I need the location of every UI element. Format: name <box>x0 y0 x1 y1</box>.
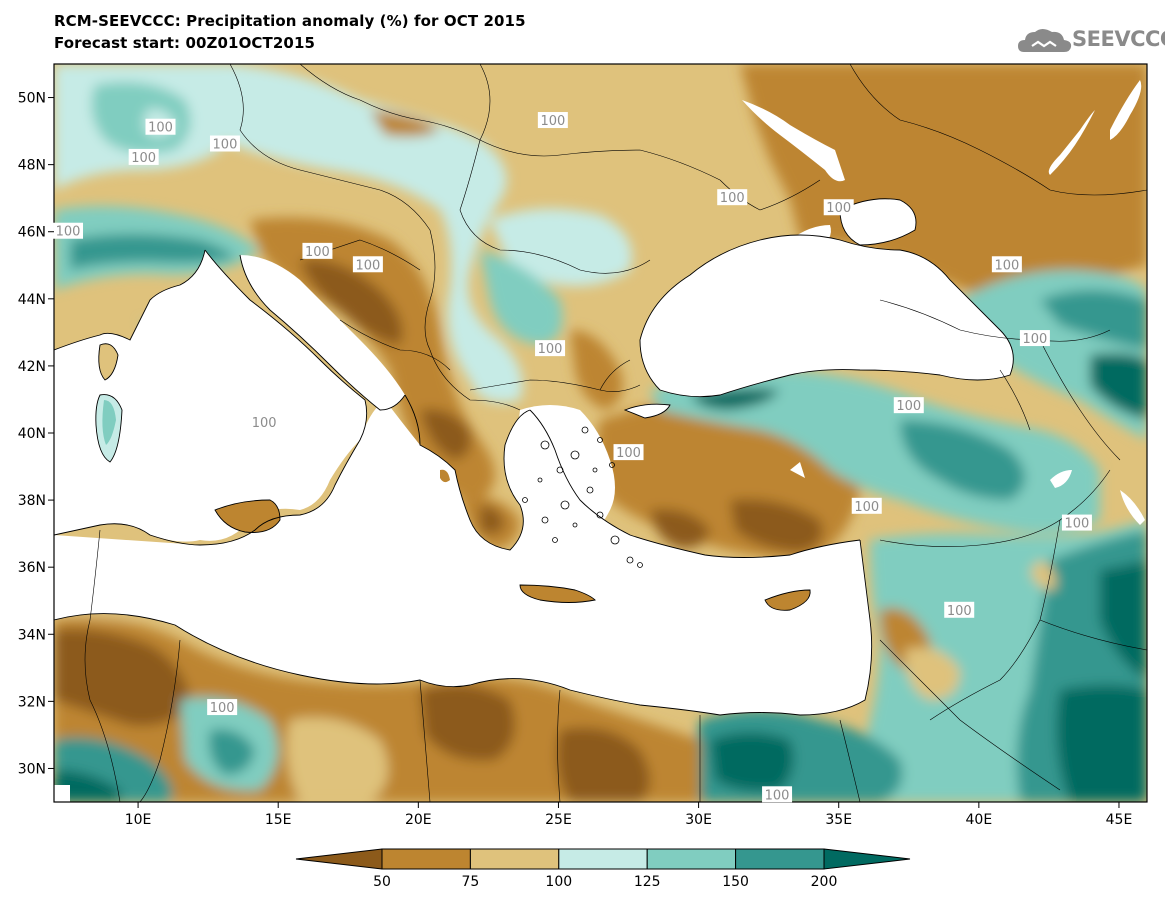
lat-tick-label: 38N <box>18 493 46 509</box>
contour-label-bg <box>823 199 854 216</box>
seevccc-logo-text: SEEVCCC <box>1072 27 1165 51</box>
contour-label-100: 100 <box>210 701 235 716</box>
contour-label-100: 100 <box>131 151 156 166</box>
coastlines <box>54 198 1014 716</box>
contour-label-bg <box>991 256 1022 273</box>
colorbar-label: 75 <box>461 874 479 890</box>
contour-label-bg <box>944 601 975 618</box>
colorbar-label: 200 <box>811 874 838 890</box>
contour-label-bg <box>145 118 176 135</box>
contour-label-100: 100 <box>538 342 563 357</box>
contour-label-100: 100 <box>765 788 790 803</box>
lon-tick-label: 25E <box>545 812 572 828</box>
colorbar-segment <box>735 848 825 870</box>
cloud-logo-icon <box>1018 29 1072 52</box>
contour-label-bg <box>535 340 566 357</box>
contour-label-100: 100 <box>252 416 277 431</box>
lat-tick-label: 40N <box>18 426 46 442</box>
islands <box>95 343 811 611</box>
lon-tick-label: 45E <box>1106 812 1133 828</box>
lat-tick-label: 44N <box>18 292 46 308</box>
lat-tick-label: 48N <box>18 158 46 174</box>
lat-tick-label: 46N <box>18 225 46 241</box>
contour-label-100: 100 <box>213 138 238 153</box>
contour-label-100: 100 <box>56 225 81 240</box>
contour-label-bg <box>53 222 84 239</box>
contour-label-100: 100 <box>540 114 565 129</box>
contour-label-100: 100 <box>616 446 641 461</box>
contour-label-bg <box>207 699 238 716</box>
contour-label-bg <box>352 256 383 273</box>
lat-tick-label: 34N <box>18 627 46 643</box>
contour-label-100: 100 <box>1065 517 1090 532</box>
contour-label-100: 100 <box>148 121 173 136</box>
contour-label-100: 100 <box>896 399 921 414</box>
contour-label-100: 100 <box>305 245 330 260</box>
contour-label-bg <box>1019 330 1050 347</box>
contour-label-bg <box>537 112 568 129</box>
contour-label-100: 100 <box>994 258 1019 273</box>
aegean-islands <box>522 426 643 568</box>
colorbar-segment <box>469 848 560 870</box>
colorbar-segment <box>381 848 471 870</box>
contour-label-100: 100 <box>947 604 972 619</box>
contour-label-bg <box>613 444 644 461</box>
contour-label-100: 100 <box>1022 332 1047 347</box>
contour-label-100: 100 <box>355 258 380 273</box>
map-title: RCM-SEEVCCC: Precipitation anomaly (%) f… <box>54 12 526 30</box>
contour-label-bg <box>1061 514 1092 531</box>
contour-label-bg <box>302 242 333 259</box>
contour-labels: 100 100 100 100 100 100 100 100 100 100 100 100 100 1… <box>53 112 1092 803</box>
lat-tick-label: 30N <box>18 761 46 777</box>
colorbar: 50 75 100 125 150 200 <box>295 848 911 890</box>
colorbar-low-arrow <box>295 848 383 870</box>
lat-tick-label: 36N <box>18 560 46 576</box>
lon-tick-label: 20E <box>405 812 432 828</box>
contour-label-100: 100 <box>826 201 851 216</box>
latitude-axis: 50N 48N 46N 44N 42N 40N 38N 36N 34N 32N 30N <box>18 91 54 777</box>
lat-tick-label: 32N <box>18 694 46 710</box>
colorbar-label: 50 <box>373 874 391 890</box>
lon-tick-label: 30E <box>685 812 712 828</box>
colorbar-label: 100 <box>545 874 572 890</box>
lat-tick-label: 50N <box>18 91 46 107</box>
contour-label-bg <box>717 189 748 206</box>
colorbar-label: 150 <box>722 874 749 890</box>
sea-mask <box>54 80 1145 802</box>
contour-label-bg <box>893 397 924 414</box>
colorbar-label: 125 <box>634 874 661 890</box>
country-borders <box>84 64 1147 802</box>
lat-tick-label: 42N <box>18 359 46 375</box>
longitude-axis: 10E 15E 20E 25E 30E 35E 40E 45E <box>125 802 1133 828</box>
map-subtitle: Forecast start: 00Z01OCT2015 <box>54 34 316 52</box>
colorbar-high-arrow <box>823 848 911 870</box>
contour-label-bg <box>762 786 793 803</box>
contour-label-100: 100 <box>720 191 745 206</box>
lon-tick-label: 15E <box>265 812 292 828</box>
lon-tick-label: 10E <box>125 812 152 828</box>
lon-tick-label: 35E <box>825 812 852 828</box>
contour-label-100: 100 <box>854 500 879 515</box>
colorbar-segment <box>558 848 648 870</box>
contour-label-bg <box>249 413 280 430</box>
contour-label-bg <box>851 497 882 514</box>
contour-label-bg <box>209 135 240 152</box>
colorbar-segment <box>646 848 737 870</box>
contour-label-bg <box>128 148 159 165</box>
lon-tick-label: 40E <box>966 812 993 828</box>
